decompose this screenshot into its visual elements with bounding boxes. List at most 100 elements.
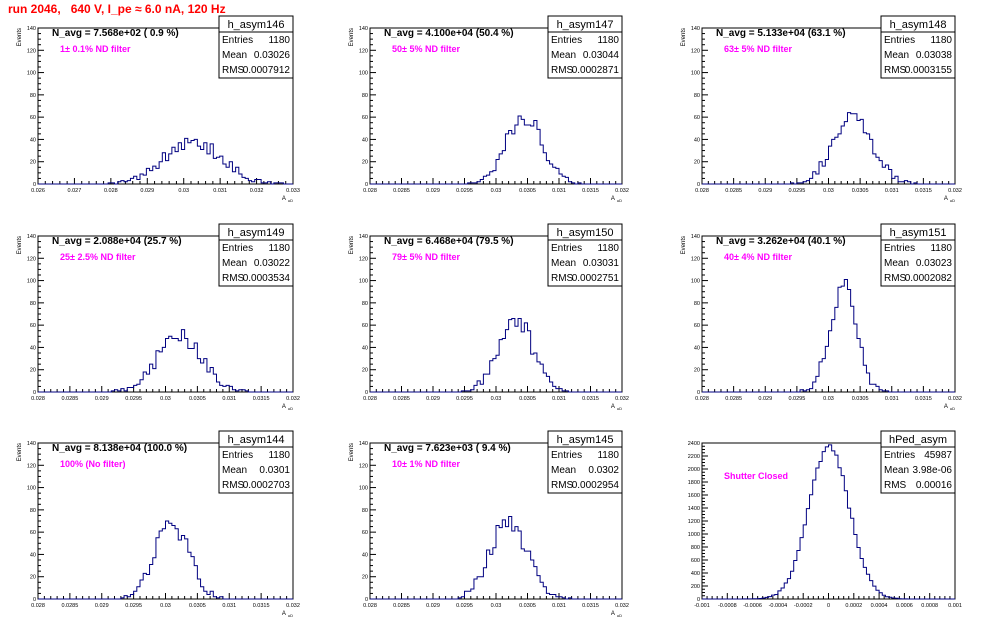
stats-box [218,15,294,79]
y-tick-label: 20 [694,368,700,374]
y-axis-title: Events [349,28,355,46]
navg-label: N_avg = 5.133e+04 (63.1 %) [716,28,846,39]
y-tick-label: 20 [362,368,368,374]
stats-key-rms: RMS [222,480,245,491]
stats-value-mean: 0.03038 [916,50,953,61]
y-tick-label: 60 [362,530,368,536]
stats-key-rms: RMS [222,273,245,284]
x-tick-label: 0.028 [31,396,45,402]
x-tick-label: 0.0315 [253,603,270,609]
y-tick-label: 80 [30,508,36,514]
stats-key-entries: Entries [551,35,582,46]
x-tick-label: 0.03 [491,396,502,402]
stats-key-entries: Entries [551,243,582,254]
x-tick-label: 0.0295 [456,603,473,609]
histogram-line [702,112,955,185]
stats-value-rms: 0.0002703 [243,480,291,491]
panel-h_asym151: 0 20 40 60 80 100 120 140 0.028 0.0285 0.029 0.0295… [681,223,962,411]
y-tick-label: 60 [362,115,368,121]
y-tick-label: 120 [359,48,368,54]
stats-value-entries: 45987 [924,450,952,461]
histogram-line [370,317,622,393]
x-tick-label: 0.029 [95,396,109,402]
stats-key-rms: RMS [551,65,574,76]
x-tick-label: 0.0285 [61,603,78,609]
stats-value-mean: 0.0301 [259,465,290,476]
y-axis-title: Events [17,236,23,254]
x-tick-label: 0.0305 [189,396,206,402]
stats-value-mean: 3.98e-06 [913,465,953,476]
histogram-line [38,329,293,393]
navg-label: N_avg = 3.262e+04 (40.1 %) [716,236,846,247]
x-tick-label: 0 [827,603,830,609]
y-tick-label: 100 [27,71,36,77]
x-tick-label: 0.0295 [125,396,142,402]
stats-key-rms: RMS [551,480,574,491]
filter-label: 25± 2.5% ND filter [60,252,136,262]
histogram-line [38,137,293,185]
filter-label: 63± 5% ND filter [724,44,792,54]
stats-value-mean: 0.03026 [254,50,291,61]
y-tick-label: 0 [33,597,36,603]
x-tick-label: 0.029 [426,188,440,194]
stats-key-entries: Entries [884,35,915,46]
x-tick-label: 0.032 [615,188,629,194]
x-tick-label: 0.0285 [725,188,742,194]
y-tick-label: 80 [362,301,368,307]
y-tick-label: 100 [691,279,700,285]
x-tick-label: 0.0285 [393,396,410,402]
y-tick-label: 100 [27,486,36,492]
stats-value-entries: 1180 [268,35,290,46]
stats-value-entries: 1180 [930,243,952,254]
histogram-line [38,520,293,600]
x-tick-label: 0.027 [68,188,82,194]
y-axis-title: Events [681,28,687,46]
x-tick-label: 0.031 [885,396,899,402]
panel-h_asym144: 0 20 40 60 80 100 120 140 0.028 0.0285 0.029 0.0295… [17,430,300,618]
stats-value-rms: 0.0007912 [243,65,291,76]
y-tick-label: 1200 [688,519,700,525]
y-tick-label: 20 [30,368,36,374]
filter-label: 40± 4% ND filter [724,252,792,262]
y-axis-title: Events [17,28,23,46]
stats-value-rms: 0.00016 [916,480,953,491]
stats-key-entries: Entries [551,450,582,461]
stats-value-rms: 0.0002954 [572,480,620,491]
x-tick-label: -0.0006 [743,603,762,609]
x-tick-label: 0.028 [363,396,377,402]
x-tick-label: 0.029 [426,396,440,402]
panel-hPed_asym: 0 200 400 600 800 1000 1200 1400 1600 1800 2000 220… [688,430,962,609]
stats-histogram-name: h_asym150 [557,227,614,239]
stats-value-rms: 0.0002751 [572,273,620,284]
y-tick-label: 120 [27,256,36,262]
stats-key-mean: Mean [222,465,247,476]
stats-key-entries: Entries [222,450,253,461]
x-tick-label: 0.03 [160,396,171,402]
x-tick-label: 0.032 [615,396,629,402]
x-tick-label: 0.0295 [788,188,805,194]
stats-value-rms: 0.0002082 [905,273,953,284]
x-tick-label: 0.0315 [582,396,599,402]
filter-label: 10± 1% ND filter [392,459,460,469]
x-tick-label: 0.001 [948,603,962,609]
x-tick-label: 0.029 [140,188,154,194]
y-tick-label: 60 [30,530,36,536]
x-tick-label: 0.033 [286,188,300,194]
x-tick-label: 0.0315 [582,188,599,194]
y-tick-label: 40 [30,552,36,558]
x-tick-label: 0.031 [222,603,236,609]
x-tick-label: 0.028 [695,188,709,194]
x-tick-label: 0.032 [286,396,300,402]
y-tick-label: 2200 [688,454,700,460]
x-tick-label: 0.0285 [393,188,410,194]
navg-label: N_avg = 6.468e+04 (79.5 %) [384,236,514,247]
stats-box [880,430,956,494]
x-tick-label: 0.0315 [582,603,599,609]
stats-histogram-name: h_asym149 [228,227,285,239]
stats-key-rms: RMS [222,65,245,76]
y-tick-label: 0 [33,182,36,188]
